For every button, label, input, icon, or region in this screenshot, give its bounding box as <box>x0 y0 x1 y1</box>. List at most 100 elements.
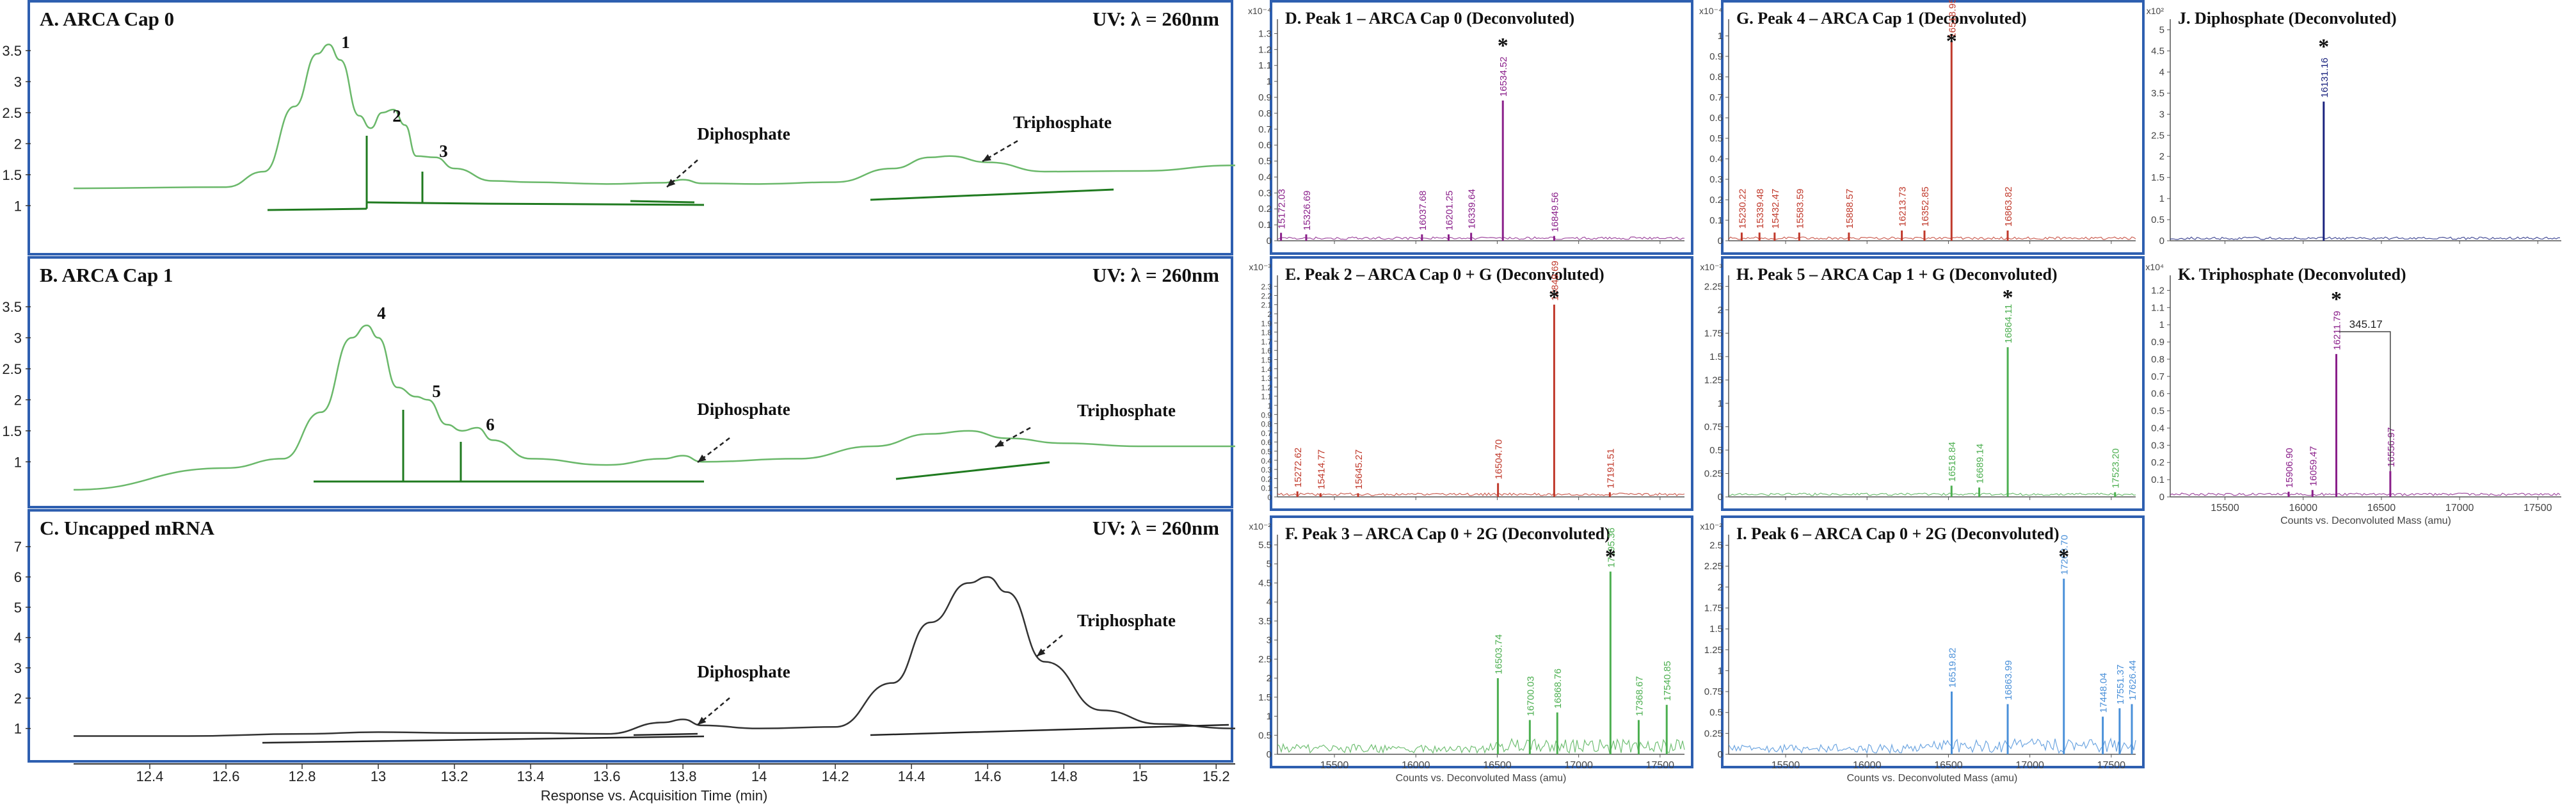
y-tick-label: 3 <box>1267 635 1272 646</box>
y-tick-label: 2.2 <box>1261 291 1272 300</box>
y-tick-label: 0.7 <box>2151 371 2164 382</box>
x-tick-label: 16000 <box>1853 760 1882 771</box>
triphosphate-annotation: Triphosphate <box>1077 611 1176 630</box>
x-tick-label: 17500 <box>2097 760 2126 771</box>
mass-peak-label: 15326.69 <box>1302 190 1313 231</box>
y-tick-label: 1.3 <box>1261 374 1272 383</box>
mass-peak-label: 16700.03 <box>1525 676 1536 717</box>
x-tick-label: 14 <box>751 768 767 784</box>
spectrum-title: F. Peak 3 – ARCA Cap 0 + 2G (Deconvolute… <box>1285 524 1610 543</box>
chromatogram-panel-frame <box>28 0 1233 255</box>
y-tick-label: 1.75 <box>1704 328 1723 339</box>
y-tick-label: 1.4 <box>1261 365 1272 374</box>
mass-peak-label: 16201.25 <box>1444 190 1455 231</box>
y-tick-label: 0.5 <box>1709 445 1723 456</box>
mass-peak-label: 15414.77 <box>1316 450 1327 490</box>
y-tick-label: 0 <box>1718 749 1723 760</box>
spectrum-title: I. Peak 6 – ARCA Cap 0 + 2G (Deconvolute… <box>1736 524 2060 543</box>
mass-peak-label: 17626.44 <box>2127 660 2138 701</box>
x-tick-label: 13.4 <box>517 768 545 784</box>
major-peak-star: * <box>1549 286 1560 309</box>
y-tick-label: 1.5 <box>1261 356 1272 365</box>
arrow-head <box>982 154 991 161</box>
x-tick-label: 13 <box>371 768 386 784</box>
x-tick-label: 17000 <box>2015 760 2044 771</box>
x-tick-label: 15500 <box>1320 760 1349 771</box>
mass-peak-label: 16864.11 <box>2003 304 2014 343</box>
y-tick-label: 2 <box>14 392 22 408</box>
y-tick-label: 0.25 <box>1704 728 1723 739</box>
y-tick-label: 2.25 <box>1704 561 1723 572</box>
integration-baseline <box>267 207 367 211</box>
peak-number-label: 3 <box>439 142 448 161</box>
mass-peak-label: 17195.36 <box>1606 528 1617 568</box>
y-tick-label: 3.5 <box>2 43 22 59</box>
y-tick-label: 0.5 <box>2151 215 2164 225</box>
mass-peak-label: 17551.37 <box>2115 665 2126 705</box>
mass-peak-label: 17208.70 <box>2060 535 2070 575</box>
mass-peak-label: 15272.62 <box>1293 448 1304 488</box>
y-tick-label: 1.5 <box>2 167 22 183</box>
mass-peak-label: 16849.69 <box>1549 261 1560 301</box>
spectrum-title: D. Peak 1 – ARCA Cap 0 (Deconvoluted) <box>1285 9 1574 28</box>
y-scale-label: x10⁻⁴ <box>1248 6 1271 16</box>
y-tick-label: 0 <box>1267 236 1272 247</box>
major-peak-star: * <box>1946 29 1957 53</box>
major-peak-star: * <box>2331 288 2342 311</box>
mass-peak-label: 15583.59 <box>1795 189 1805 229</box>
x-tick-label: 13.2 <box>441 768 468 784</box>
spectrum-noise-trace <box>1728 737 2136 754</box>
panel-title: A. ARCA Cap 0 <box>40 8 174 30</box>
chromatogram-trace <box>73 576 1236 737</box>
y-tick-label: 2.5 <box>2 105 22 121</box>
y-tick-label: 1 <box>1718 398 1723 409</box>
mass-peak-label: 15645.27 <box>1354 450 1364 490</box>
uv-label: UV: λ = 260nm <box>1092 8 1219 30</box>
y-tick-label: 0 <box>2159 236 2164 247</box>
spectrum-panel-frame <box>1721 256 2145 511</box>
integration-baseline <box>479 202 705 206</box>
y-tick-label: 1.1 <box>1261 393 1272 401</box>
spectrum-title: G. Peak 4 – ARCA Cap 1 (Deconvoluted) <box>1736 9 2027 28</box>
mass-peak-label: 15888.57 <box>1844 189 1855 229</box>
spectrum-noise-trace <box>2170 236 2561 240</box>
y-tick-label: 1.25 <box>1704 375 1723 385</box>
y-tick-label: 5 <box>14 599 22 615</box>
y-tick-label: 0.7 <box>1709 92 1723 103</box>
y-tick-label: 0.25 <box>1704 468 1723 479</box>
mass-peak-label: 17448.04 <box>2099 673 2109 713</box>
spectrum-noise-trace <box>1728 236 2136 240</box>
y-tick-label: 0.4 <box>1709 154 1723 165</box>
y-tick-label: 1 <box>14 198 22 214</box>
x-tick-label: 16500 <box>1483 760 1512 771</box>
x-tick-label: 17000 <box>1564 760 1593 771</box>
y-tick-label: 1 <box>1718 31 1723 42</box>
y-tick-label: 1.2 <box>1261 383 1272 392</box>
y-tick-label: 1 <box>2159 193 2164 204</box>
y-tick-label: 0.6 <box>2151 389 2164 400</box>
chromatogram-panel-frame <box>28 509 1233 763</box>
peak-number-label: 6 <box>486 415 495 434</box>
y-tick-label: 3 <box>14 660 22 676</box>
dashed-arrow <box>1036 635 1063 657</box>
y-tick-label: 1 <box>1718 665 1723 676</box>
diphosphate-annotation: Diphosphate <box>697 124 790 143</box>
y-tick-label: 1.6 <box>1261 346 1272 355</box>
y-tick-label: 1.2 <box>1258 44 1272 55</box>
spectrum-noise-trace <box>1277 492 1685 496</box>
y-scale-label: x10⁻² <box>1249 521 1271 531</box>
y-tick-label: 1.3 <box>1258 28 1272 39</box>
y-tick-label: 2 <box>2159 151 2164 162</box>
x-tick-label: 16000 <box>1402 760 1430 771</box>
spectrum-noise-trace <box>1277 236 1685 240</box>
mass-peak-label: 16059.47 <box>2308 446 2319 487</box>
uv-label: UV: λ = 260nm <box>1092 517 1219 539</box>
y-tick-label: 4 <box>1267 597 1272 608</box>
y-tick-label: 1.75 <box>1704 603 1723 613</box>
y-tick-label: 0.3 <box>1261 466 1272 474</box>
mass-peak-label: 15172.03 <box>1277 189 1288 229</box>
y-tick-label: 0.1 <box>2151 474 2164 485</box>
mass-peak-label: 15230.22 <box>1737 189 1748 229</box>
mass-peak-label: 16352.85 <box>1920 186 1931 227</box>
y-tick-label: 2 <box>14 136 22 152</box>
